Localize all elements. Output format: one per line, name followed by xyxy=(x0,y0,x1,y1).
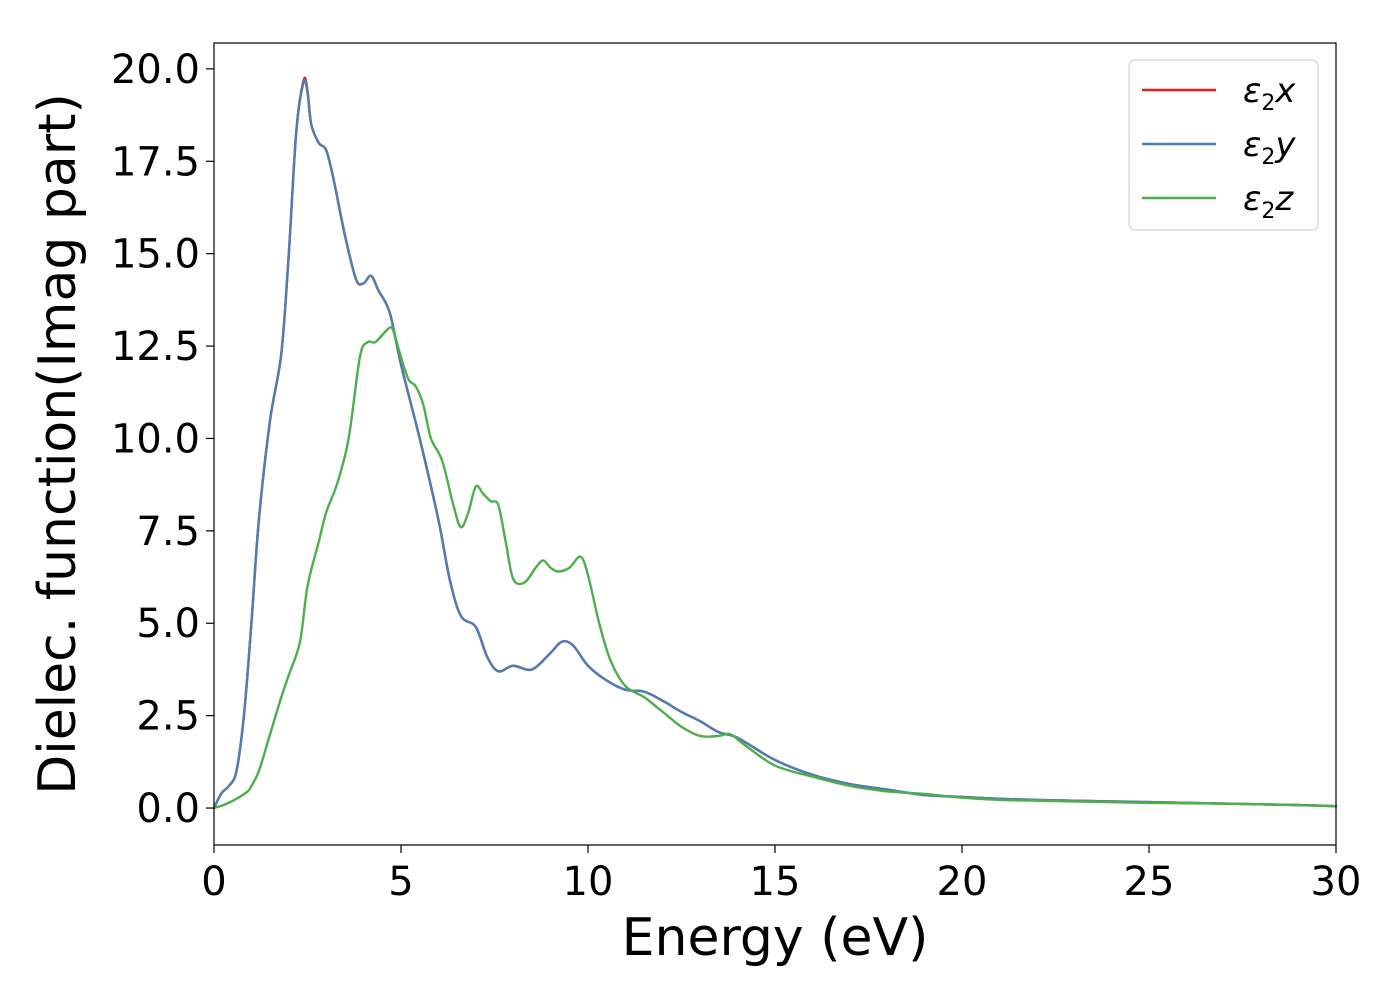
x-tick-label: 25 xyxy=(1124,859,1175,905)
y-axis-label: Dielec. function(Imag part) xyxy=(28,93,88,795)
x-tick-label: 30 xyxy=(1311,859,1362,905)
legend-box xyxy=(1128,59,1319,231)
x-tick-label: 20 xyxy=(937,859,988,905)
legend-label-base: ε xyxy=(1243,179,1261,219)
legend-label-z: ε2z xyxy=(1243,179,1294,224)
legend-label-y: ε2y xyxy=(1243,125,1296,170)
legend-label-variable: z xyxy=(1274,179,1294,219)
y-tick-label: 20.0 xyxy=(111,47,200,93)
y-tick-label: 5.0 xyxy=(136,601,200,647)
x-axis-label: Energy (eV) xyxy=(622,908,929,968)
legend-label-variable: y xyxy=(1274,125,1296,165)
legend-label-subscript: 2 xyxy=(1261,91,1275,116)
y-tick-label: 0.0 xyxy=(136,786,200,832)
y-axis: 0.0 2.5 5.0 7.5 10.0 12.5 15.0 17.5 20.0 xyxy=(111,47,214,832)
legend-label-subscript: 2 xyxy=(1261,199,1275,224)
y-tick-label: 10.0 xyxy=(111,416,200,462)
y-tick-label: 7.5 xyxy=(136,509,200,555)
y-tick-label: 12.5 xyxy=(111,324,200,370)
x-tick-label: 15 xyxy=(750,859,801,905)
y-tick-label: 17.5 xyxy=(111,139,200,185)
y-tick-label: 15.0 xyxy=(111,232,200,278)
x-tick-label: 10 xyxy=(563,859,614,905)
x-tick-label: 5 xyxy=(388,859,413,905)
legend-label-variable: x xyxy=(1274,71,1296,111)
legend-label-base: ε xyxy=(1243,125,1261,165)
y-tick-label: 2.5 xyxy=(136,694,200,740)
x-axis: 0 5 10 15 20 25 30 xyxy=(201,845,1361,905)
legend-label-subscript: 2 xyxy=(1261,145,1275,170)
legend-label-x: ε2x xyxy=(1243,71,1296,116)
x-tick-label: 0 xyxy=(201,859,226,905)
series-line-z xyxy=(212,325,1338,810)
legend-label-base: ε xyxy=(1243,71,1261,111)
series-layer xyxy=(212,76,1338,810)
